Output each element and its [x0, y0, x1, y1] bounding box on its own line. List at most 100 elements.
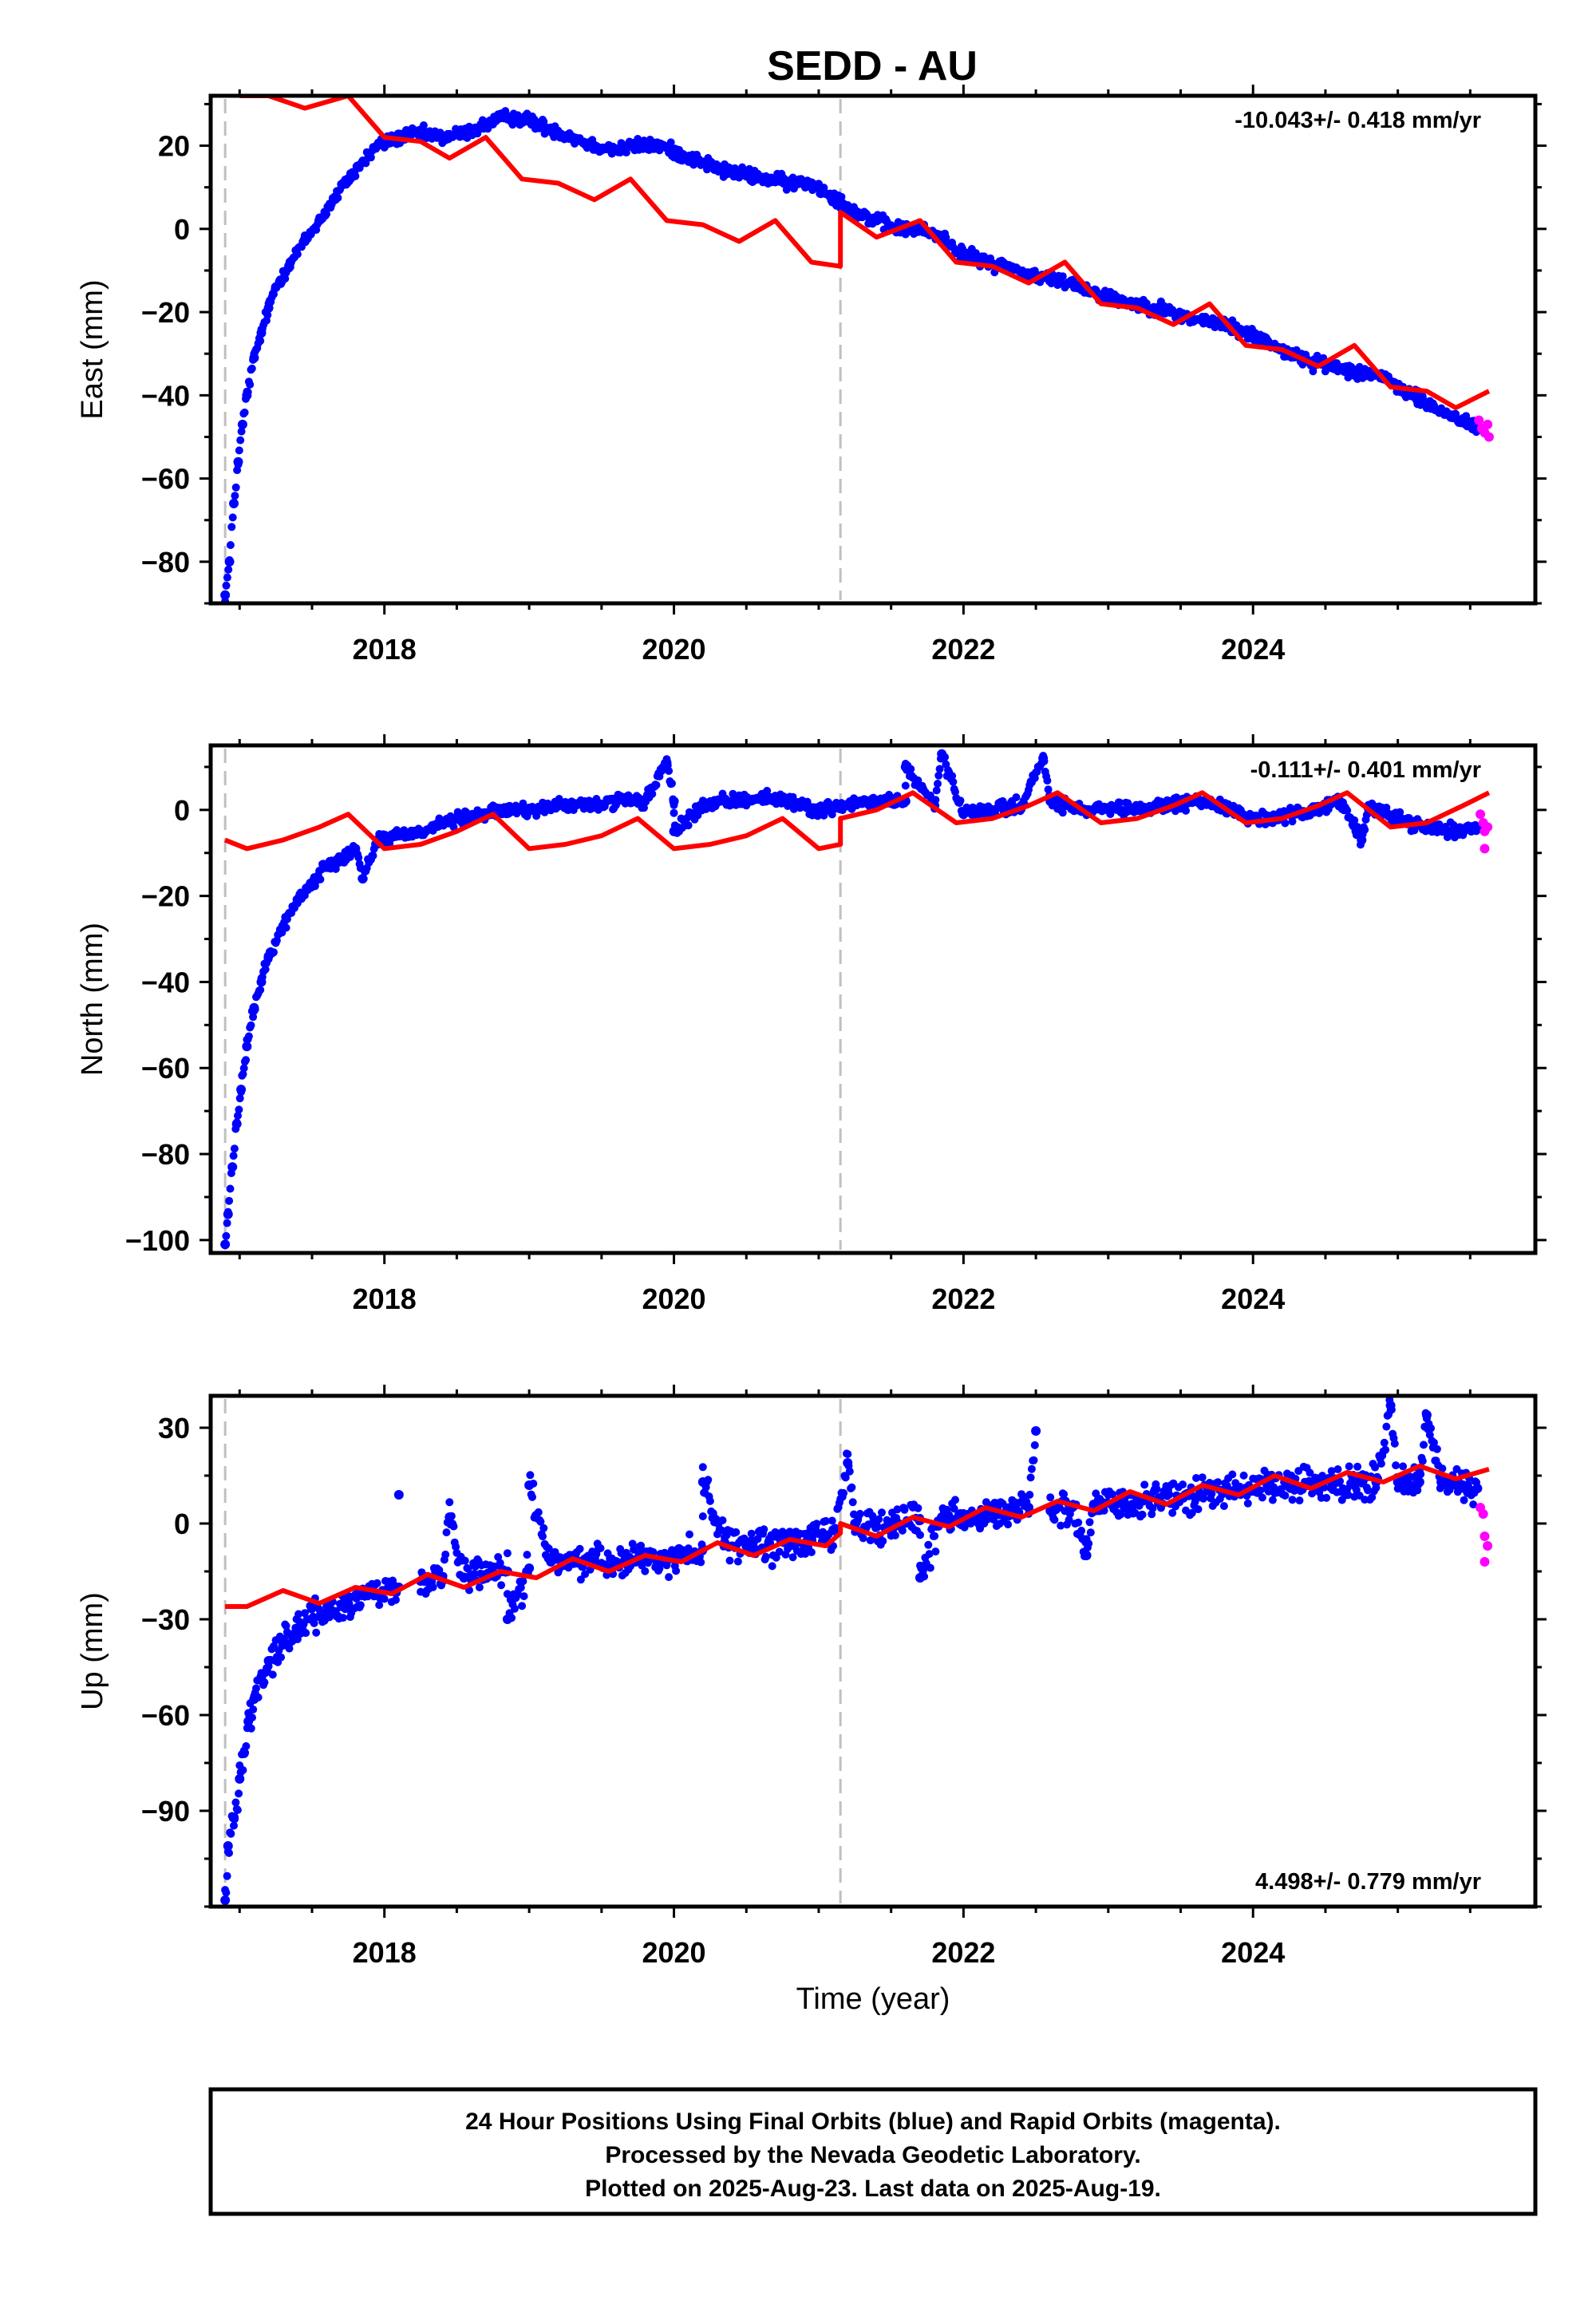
x-axis-east: 2018 2020 2022 2024 [238, 85, 1472, 666]
data-point [302, 1629, 310, 1638]
data-point [516, 1583, 525, 1592]
data-point [231, 492, 239, 500]
data-point [1262, 336, 1273, 346]
data-point [898, 1526, 907, 1535]
y-tick-label: 0 [174, 213, 190, 246]
data-point [1025, 1491, 1034, 1499]
data-point [958, 249, 969, 259]
data-point [775, 1547, 784, 1556]
data-point [1088, 1500, 1099, 1509]
data-point [575, 1544, 584, 1553]
data-point [788, 1553, 797, 1562]
data-point [1438, 1464, 1447, 1473]
y-tick-label: −60 [141, 1052, 190, 1085]
data-point [1368, 1493, 1377, 1502]
data-point [1058, 808, 1067, 817]
data-point [256, 986, 265, 994]
data-point [242, 1056, 251, 1065]
data-point [235, 1105, 243, 1114]
y-tick-label: 0 [174, 1508, 190, 1540]
data-point [314, 215, 325, 226]
data-point [733, 1557, 742, 1566]
data-point [1262, 1484, 1273, 1493]
data-point [246, 380, 255, 389]
data-point [652, 781, 661, 789]
x-axis-label: Time (year) [796, 1982, 950, 2016]
data-point [1030, 1441, 1039, 1449]
data-point [958, 809, 969, 820]
data-point [1306, 1468, 1314, 1477]
data-point [231, 1798, 240, 1807]
data-point [239, 1766, 247, 1774]
data-point [610, 796, 621, 807]
data-point [685, 1530, 693, 1539]
data-point [1214, 1478, 1223, 1487]
data-point [926, 1563, 934, 1572]
data-point [666, 138, 675, 147]
data-point [1243, 1499, 1252, 1508]
data-point [1045, 274, 1056, 284]
data-point [1436, 1477, 1447, 1487]
data-point [855, 1509, 864, 1518]
plot-frame [208, 743, 1538, 1255]
data-point [697, 157, 708, 168]
scatter-cloud-north [221, 751, 1481, 1250]
data-point [878, 1508, 886, 1517]
data-point [416, 128, 426, 138]
data-point [437, 818, 448, 828]
data-point [300, 1609, 309, 1618]
data-point [1381, 1445, 1390, 1454]
data-point [1045, 1506, 1056, 1516]
data-point [725, 1556, 734, 1565]
data-point [1086, 1528, 1095, 1537]
data-point [524, 1563, 535, 1573]
data-point [532, 812, 541, 820]
scatter-cloud-up [221, 1396, 1481, 1897]
data-point [871, 215, 882, 226]
data-point [281, 275, 290, 283]
data-point [1179, 1480, 1187, 1489]
data-point [1182, 806, 1190, 815]
data-point [582, 800, 592, 811]
series-magenta [1474, 415, 1494, 442]
data-point [369, 852, 377, 860]
data-point [373, 1579, 381, 1587]
data-point [220, 1895, 231, 1905]
data-point [322, 1608, 332, 1618]
data-point [519, 1577, 527, 1586]
data-point [718, 1516, 727, 1524]
series-magenta [1476, 809, 1493, 854]
x-tick-label: 2022 [931, 633, 995, 666]
data-point [242, 1742, 251, 1750]
x-tick-label: 2018 [353, 633, 417, 666]
x-tick-label: 2024 [1221, 1282, 1285, 1315]
data-point [234, 1112, 242, 1120]
data-point [249, 1705, 258, 1713]
data-point [343, 1599, 354, 1608]
data-point [866, 1536, 875, 1545]
data-point [672, 1567, 681, 1575]
data-point [950, 1504, 958, 1513]
data-point [524, 1480, 535, 1490]
data-point [306, 1614, 317, 1624]
data-point [502, 112, 512, 122]
plot-area-up [220, 1396, 1493, 1905]
data-point [901, 781, 910, 790]
data-point [1336, 1477, 1345, 1485]
data-point [948, 772, 957, 781]
data-point [1228, 1470, 1237, 1479]
data-point [220, 590, 231, 600]
data-point [684, 821, 693, 830]
data-point [741, 1541, 752, 1551]
data-point [806, 178, 816, 188]
data-point [697, 1558, 705, 1567]
data-point [229, 1152, 238, 1160]
footer-line-2: Processed by the Nevada Geodetic Laborat… [605, 2142, 1140, 2168]
data-point [1343, 806, 1352, 815]
data-point [235, 1774, 245, 1784]
data-point [1108, 1490, 1116, 1499]
data-point [641, 1567, 650, 1575]
plot-area-east [220, 96, 1494, 603]
y-tick-label: −100 [125, 1224, 190, 1257]
data-point [720, 165, 730, 176]
